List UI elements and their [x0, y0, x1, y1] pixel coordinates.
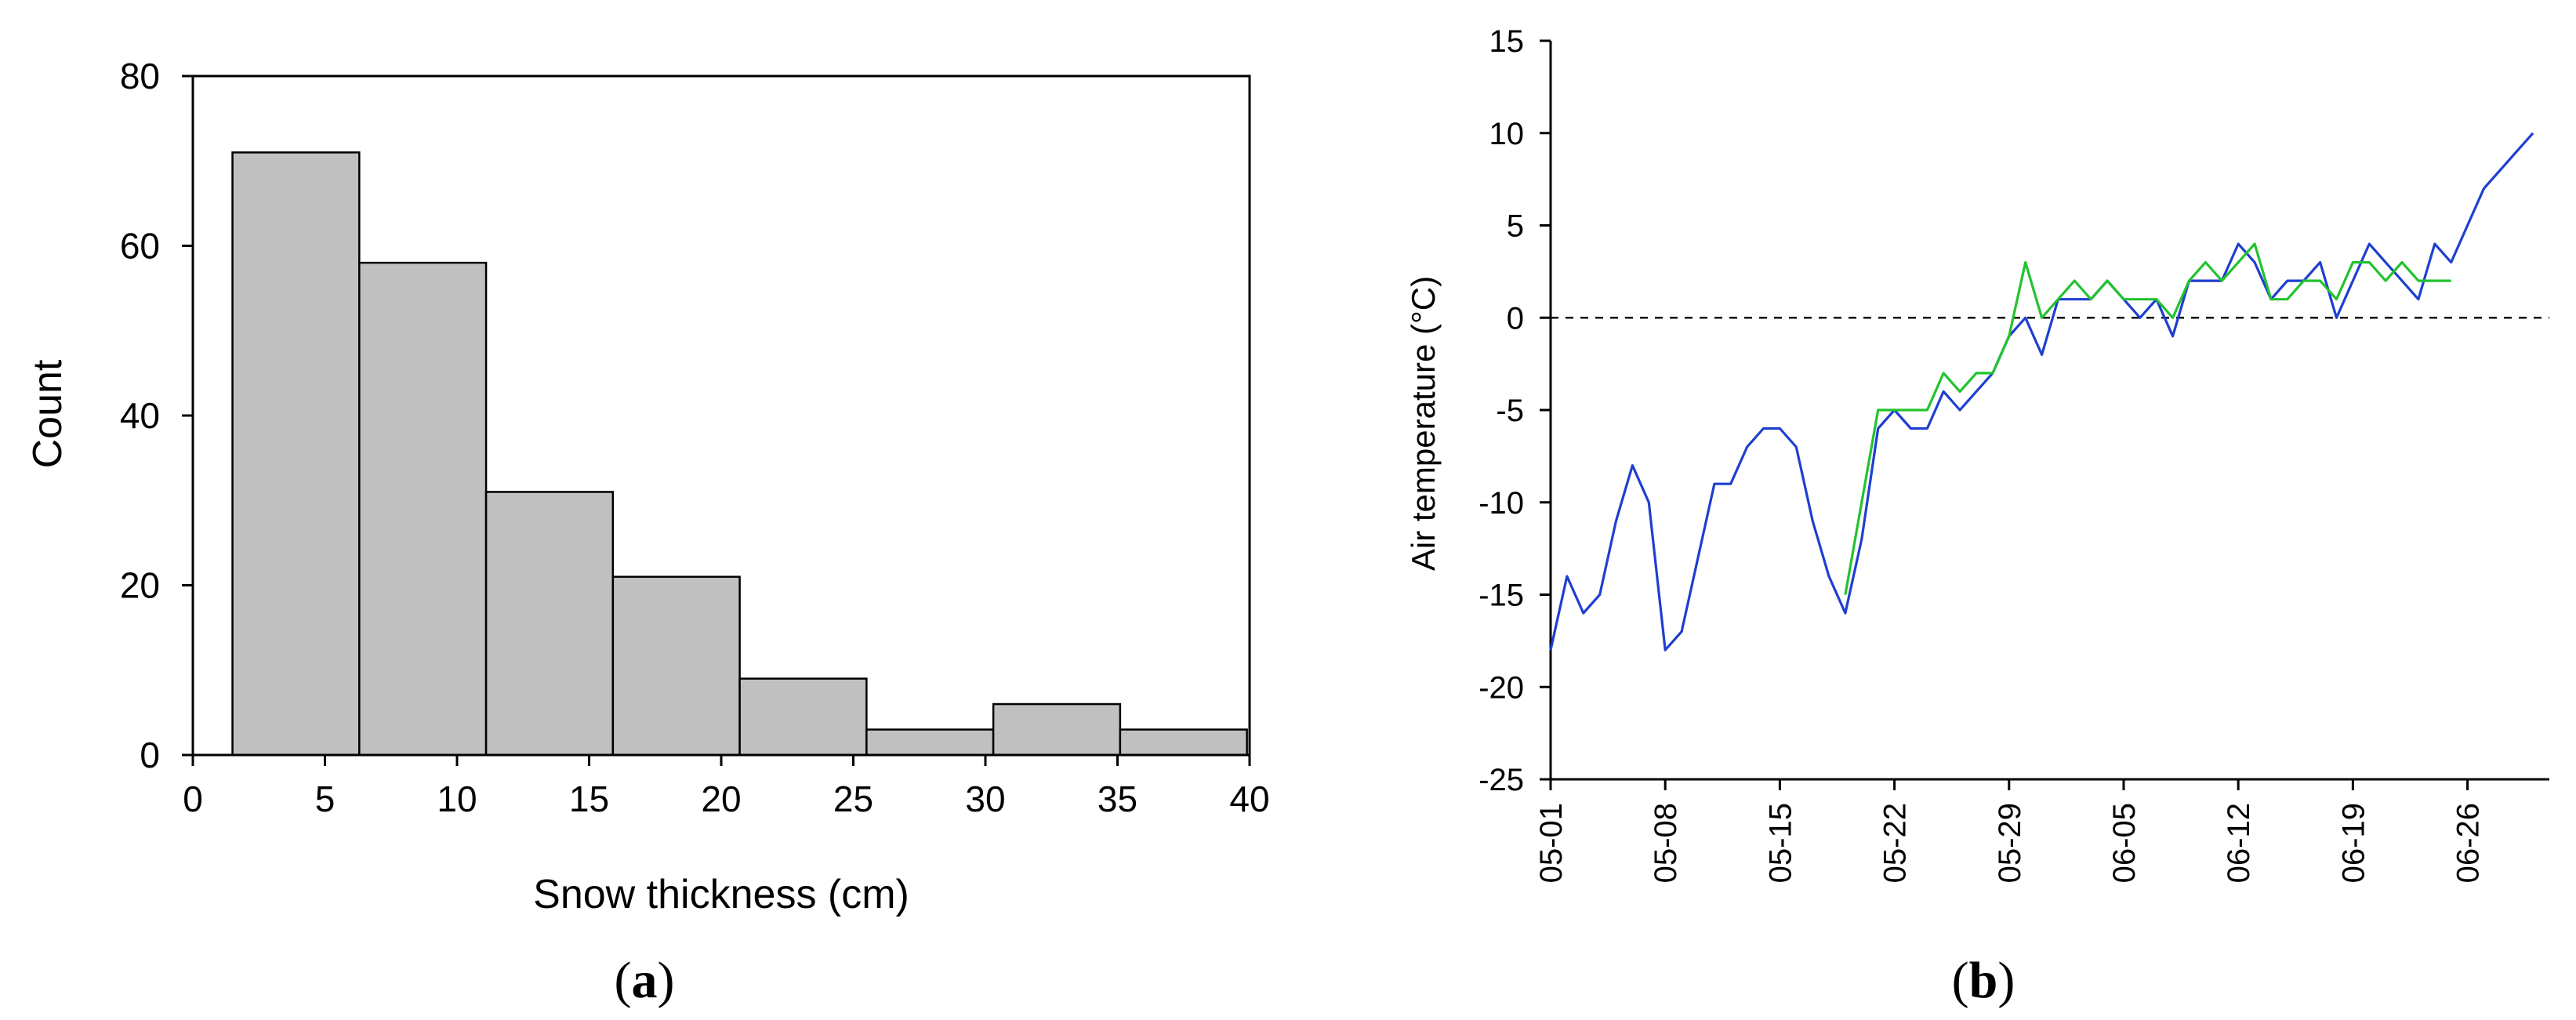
y-axis-ticks: 0 20 40 60 80 — [120, 56, 193, 775]
y-tick-label: 15 — [1489, 24, 1525, 59]
x-tick-label: 35 — [1098, 779, 1137, 819]
y-tick-label: 60 — [120, 226, 160, 267]
x-tick-label: 06-19 — [2336, 803, 2371, 883]
x-axis-title: Snow thickness (cm) — [533, 872, 909, 917]
y-tick-label: 40 — [120, 395, 160, 436]
panel-label-a: (a) — [615, 952, 675, 1009]
y-tick-label: 0 — [140, 735, 160, 775]
panel-label-b: (b) — [1952, 952, 2015, 1009]
temperature-series — [1549, 132, 2534, 652]
y-axis-title: Count — [25, 359, 71, 468]
histogram-bar — [231, 151, 361, 757]
histogram-bar — [865, 728, 995, 757]
panel-label-close: ) — [1997, 952, 2015, 1009]
x-tick-label: 5 — [315, 779, 336, 819]
histogram-bar — [484, 491, 615, 757]
x-tick-label: 40 — [1229, 779, 1269, 819]
y-tick-label: 10 — [1489, 117, 1525, 151]
x-axis-ticks: 0 5 10 15 20 25 30 35 40 — [183, 755, 1270, 819]
y-tick-label: -20 — [1478, 670, 1524, 705]
y-tick-label: 5 — [1507, 209, 1524, 244]
histogram-bar — [992, 702, 1122, 757]
x-tick-label: 05-08 — [1649, 803, 1683, 883]
x-tick-label: 15 — [569, 779, 609, 819]
x-tick-label: 0 — [183, 779, 203, 819]
histogram-panel: 0 5 10 15 20 25 30 35 40 0 20 40 60 80 Snow thicknes… — [25, 56, 1270, 1009]
y-tick-label: 20 — [120, 565, 160, 606]
x-tick-label: 06-12 — [2222, 803, 2256, 883]
y-tick-label: -25 — [1478, 763, 1524, 797]
temperature-panel: -25 -20 -15 -10 -5 0 5 10 15 05-01 05-08 05-15 05-2… — [1405, 24, 2549, 1009]
panel-label-letter: b — [1969, 952, 1998, 1009]
panel-label-open: ( — [1952, 952, 1969, 1009]
x-tick-label: 05-15 — [1763, 803, 1798, 883]
y-axis-title: Air temperature (°C) — [1405, 276, 1442, 571]
x-tick-label: 06-05 — [2107, 803, 2142, 883]
x-tick-label: 05-29 — [1993, 803, 2027, 883]
y-tick-label: -5 — [1496, 394, 1524, 428]
x-tick-label: 10 — [437, 779, 477, 819]
histogram-bars — [231, 151, 1248, 757]
x-tick-label: 05-22 — [1878, 803, 1913, 883]
series-line-green — [1844, 242, 2451, 595]
x-tick-label: 25 — [833, 779, 873, 819]
panel-label-close: ) — [658, 952, 675, 1009]
panel-label-letter: a — [632, 952, 658, 1009]
panel-label-open: ( — [615, 952, 632, 1009]
histogram-bar — [611, 575, 741, 757]
y-tick-label: -10 — [1478, 486, 1524, 521]
histogram-bar — [358, 261, 488, 757]
histogram-bar — [738, 677, 868, 757]
x-axis-ticks: 05-01 05-08 05-15 05-22 05-29 06-05 06-12 06-19… — [1534, 779, 2486, 883]
series-line-blue — [1549, 132, 2534, 652]
x-tick-label: 20 — [701, 779, 741, 819]
histogram-bar — [1119, 728, 1248, 757]
y-tick-label: 0 — [1507, 301, 1524, 336]
y-axis-ticks: -25 -20 -15 -10 -5 0 5 10 15 — [1478, 24, 1551, 797]
x-tick-label: 05-01 — [1534, 803, 1569, 883]
x-tick-label: 06-26 — [2451, 803, 2486, 883]
y-tick-label: 80 — [120, 56, 160, 96]
y-tick-label: -15 — [1478, 579, 1524, 613]
x-tick-label: 30 — [965, 779, 1005, 819]
